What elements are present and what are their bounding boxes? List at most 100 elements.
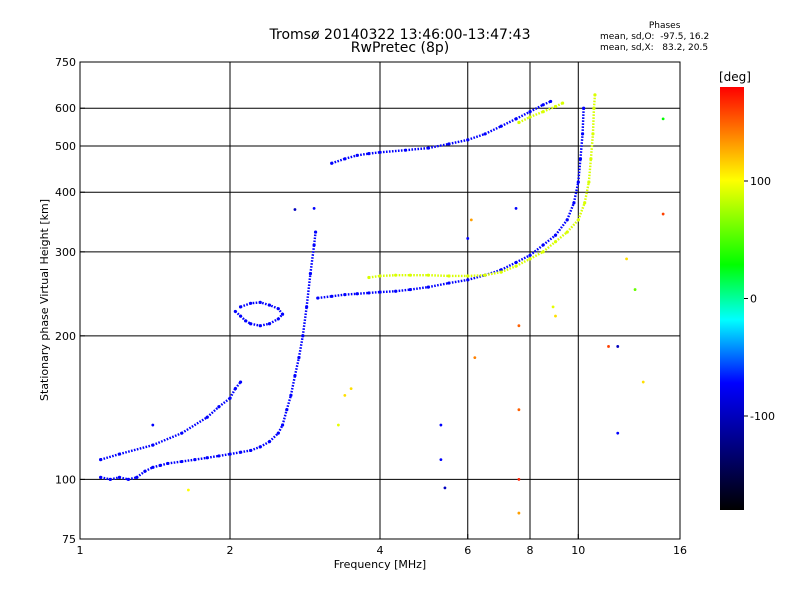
trace-segment — [293, 357, 301, 376]
trace-segment — [218, 397, 231, 408]
trace-segment — [239, 315, 247, 322]
scatter-point — [554, 314, 557, 318]
trace-segment — [592, 94, 597, 109]
trace-segment — [277, 313, 284, 320]
trace-segment — [591, 108, 596, 134]
colorbar-tick-label: 0 — [750, 293, 757, 306]
trace-segment — [583, 181, 591, 204]
trace-segment — [405, 146, 429, 152]
x-tick-label: 6 — [464, 544, 471, 557]
y-tick-label: 200 — [55, 330, 76, 343]
trace-segment — [500, 117, 517, 128]
scatter-point — [514, 206, 518, 210]
chart-subtitle: RwPretec (8p) — [350, 40, 450, 56]
y-tick-label: 500 — [55, 140, 76, 153]
trace-segment — [589, 133, 595, 159]
trace-segment — [554, 231, 568, 243]
trace-segment — [428, 281, 450, 289]
trace-segment — [577, 202, 586, 221]
trace-segment — [357, 152, 370, 157]
trace-point — [593, 93, 597, 97]
colorbar-tick-label: 100 — [750, 175, 771, 188]
trace-segment — [357, 291, 369, 295]
trace-segment — [500, 261, 517, 271]
scatter-point — [439, 458, 443, 462]
x-tick-label: 1 — [77, 544, 84, 557]
trace-segment — [344, 292, 358, 296]
trace-segment — [285, 395, 293, 411]
trace-segment — [269, 303, 279, 310]
trace-segment — [395, 288, 411, 293]
trace-segment — [566, 219, 580, 233]
trace-segment — [581, 108, 585, 134]
trace-segment — [529, 110, 544, 119]
x-axis-label: Frequency [MHz] — [334, 558, 426, 571]
chart-title: Tromsø 20140322 13:46:00-13:47:43 — [269, 27, 531, 43]
trace-segment — [331, 157, 346, 165]
trace-segment — [542, 234, 557, 246]
trace-segment — [518, 115, 531, 124]
scatter-point — [469, 218, 473, 222]
trace-segment — [100, 452, 120, 461]
trace-segment — [277, 307, 284, 315]
trace-segment — [448, 278, 468, 285]
x-tick-label: 8 — [527, 544, 534, 557]
trace-segment — [410, 285, 429, 291]
trace-segment — [259, 322, 270, 327]
trace-segment — [379, 273, 396, 278]
trace-segment — [515, 257, 531, 268]
trace-segment — [281, 409, 288, 426]
y-axis-label: Stationary phase Virtual Height [km] — [38, 199, 51, 401]
trace-segment — [587, 158, 593, 183]
scatter-point — [349, 387, 353, 391]
trace-segment — [228, 388, 237, 399]
scatter-point — [661, 117, 665, 121]
trace-segment — [379, 290, 396, 294]
data-points — [99, 93, 665, 515]
trace-segment — [542, 240, 557, 253]
trace-point — [560, 101, 565, 105]
scatter-point — [641, 380, 645, 384]
trace-segment — [428, 273, 449, 278]
trace-segment — [379, 148, 406, 154]
scatter-point — [293, 208, 297, 211]
y-tick-label: 400 — [55, 186, 76, 199]
trace-segment — [181, 416, 208, 435]
trace-segment — [484, 125, 502, 136]
y-tick-label: 300 — [55, 246, 76, 259]
scatter-point — [517, 324, 521, 328]
y-tick-label: 600 — [55, 102, 76, 115]
trace-segment — [542, 105, 556, 113]
trace-segment — [467, 132, 486, 142]
trace-segment — [259, 301, 270, 307]
x-tick-label: 4 — [377, 544, 384, 557]
trace-segment — [500, 264, 517, 274]
trace-segment — [234, 310, 242, 317]
colorbar-label: [deg] — [719, 70, 751, 84]
trace-segment — [484, 270, 502, 277]
trace-point — [582, 106, 586, 110]
trace-segment — [218, 452, 231, 458]
scatter-point — [517, 408, 521, 412]
scatter-point — [312, 206, 316, 210]
trace-segment — [109, 476, 120, 481]
trace-segment — [566, 202, 576, 221]
scatter-point — [343, 394, 347, 397]
trace-segment — [305, 273, 312, 307]
trace-segment — [448, 138, 468, 146]
phase-stats-header: Phases — [648, 21, 681, 31]
trace-point — [238, 380, 243, 384]
trace-segment — [206, 405, 220, 419]
trace-segment — [207, 454, 220, 459]
trace-segment — [572, 181, 580, 204]
trace-segment — [368, 274, 381, 279]
trace-segment — [312, 231, 317, 246]
scatter-point — [633, 288, 637, 291]
trace-segment — [167, 460, 182, 465]
trace-segment — [515, 110, 531, 120]
scatter-point — [607, 345, 610, 348]
trace-point — [238, 305, 243, 309]
trace-segment — [119, 443, 154, 456]
trace-segment — [344, 154, 358, 160]
